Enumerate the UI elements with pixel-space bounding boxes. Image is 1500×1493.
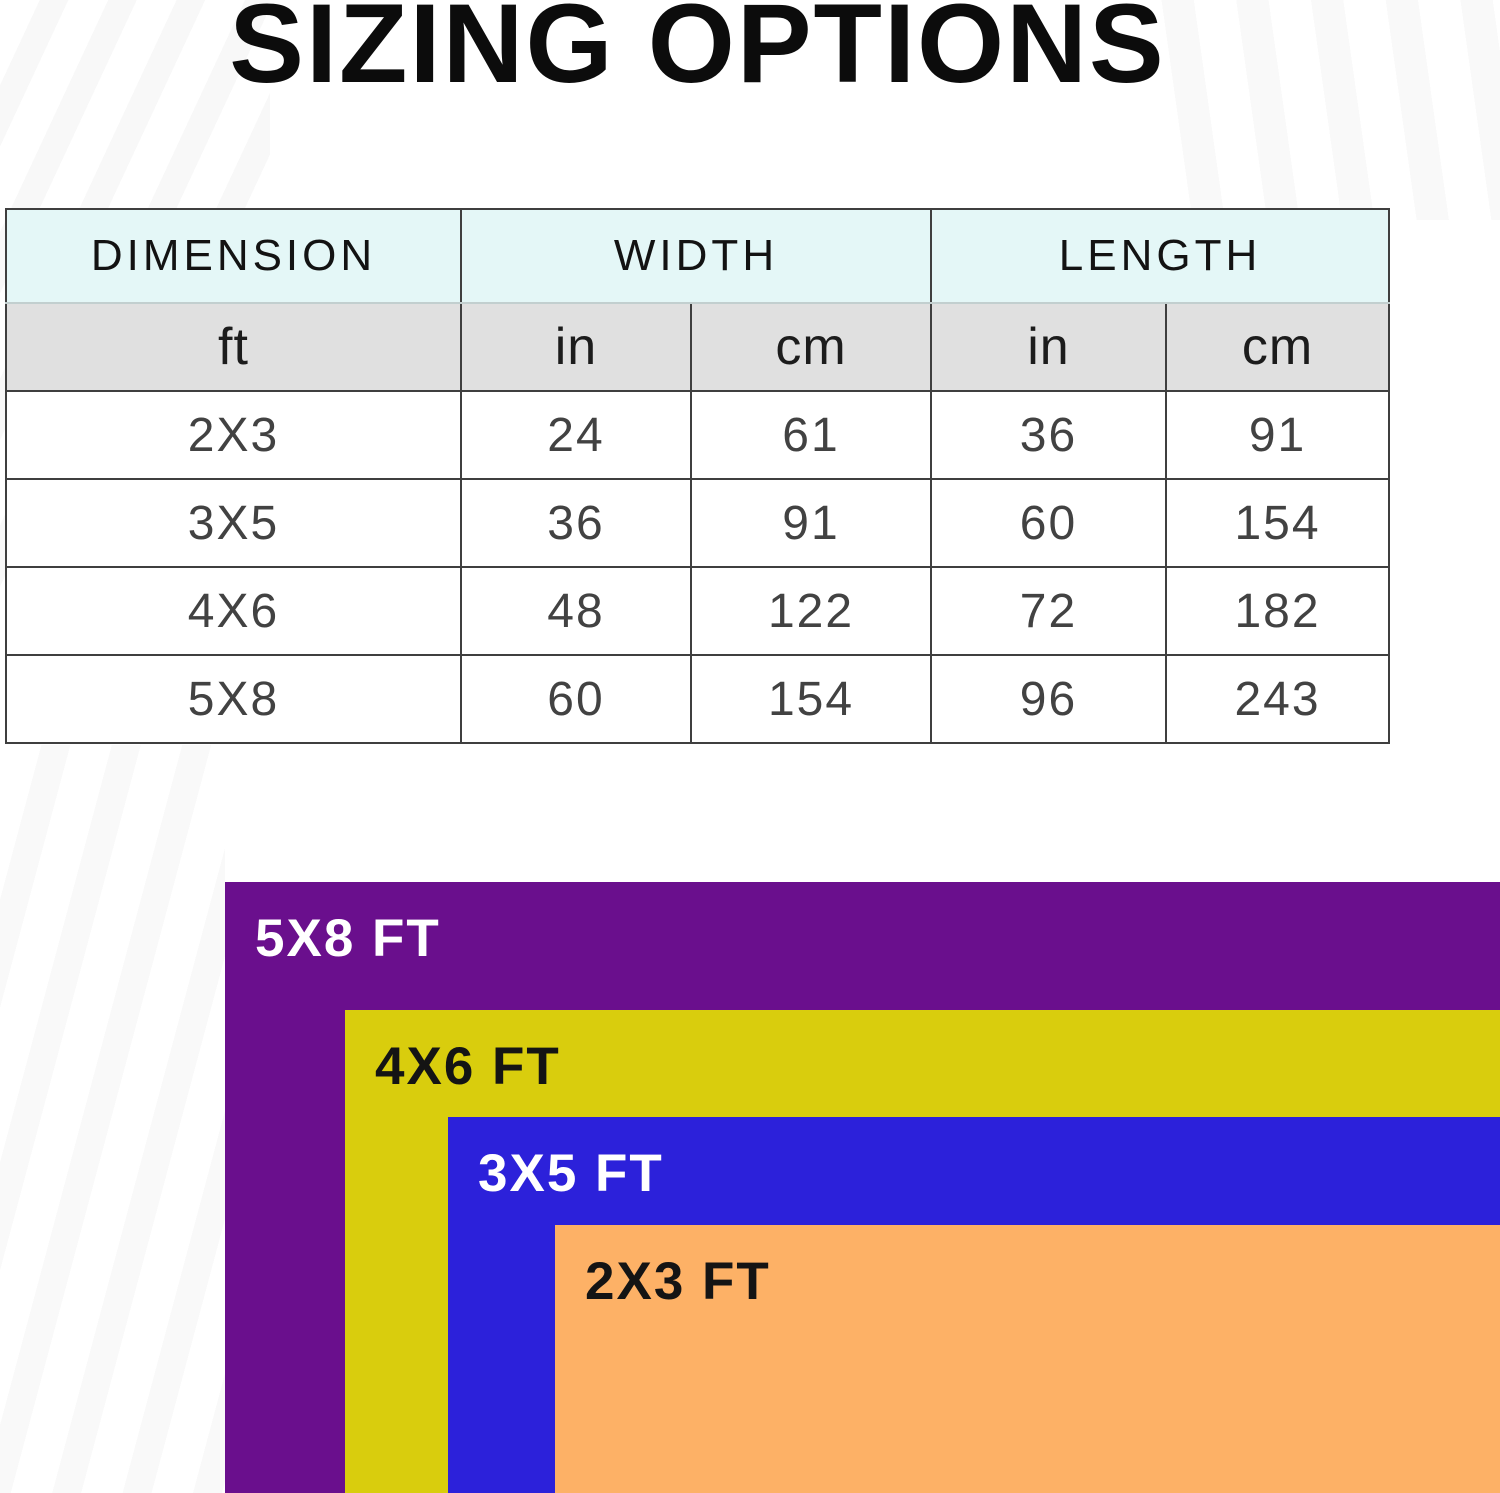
unit-length-in: in [930,302,1167,392]
unit-width-cm: cm [690,302,932,392]
unit-width-in: in [460,302,692,392]
cell-dimension: 2X3 [5,390,462,480]
table-row: 2X3 24 61 36 91 [5,390,1391,480]
cell-length-cm: 154 [1164,478,1391,568]
cell-length-cm: 91 [1164,390,1391,480]
cell-length-in: 36 [930,390,1167,480]
column-header-dimension: DIMENSION [5,208,462,304]
cell-width-cm: 154 [690,654,932,744]
cell-dimension: 5X8 [5,654,462,744]
table-units-row: ft in cm in cm [5,302,1391,392]
size-rect-label: 5X8 FT [255,909,441,968]
cell-width-in: 36 [460,478,692,568]
cell-width-in: 60 [460,654,692,744]
cell-dimension: 4X6 [5,566,462,656]
size-rect-2x3: 2X3 FT [555,1225,1500,1493]
unit-ft: ft [5,302,462,392]
cell-width-cm: 61 [690,390,932,480]
table-header-row: DIMENSION WIDTH LENGTH [5,208,1391,304]
size-rect-label: 4X6 FT [375,1037,561,1096]
size-rect-label: 2X3 FT [585,1252,771,1311]
cell-length-cm: 243 [1164,654,1391,744]
table-row: 4X6 48 122 72 182 [5,566,1391,656]
cell-length-in: 60 [930,478,1167,568]
cell-width-in: 48 [460,566,692,656]
cell-width-in: 24 [460,390,692,480]
cell-length-cm: 182 [1164,566,1391,656]
size-rect-label: 3X5 FT [478,1144,664,1203]
background-texture-bottom-left [0,745,225,1493]
table-row: 3X5 36 91 60 154 [5,478,1391,568]
cell-width-cm: 122 [690,566,932,656]
page-title: SIZING OPTIONS [229,0,1166,106]
cell-width-cm: 91 [690,478,932,568]
cell-length-in: 72 [930,566,1167,656]
cell-length-in: 96 [930,654,1167,744]
unit-length-cm: cm [1164,302,1391,392]
column-header-length: LENGTH [929,208,1391,304]
table-row: 5X8 60 154 96 243 [5,654,1391,744]
cell-dimension: 3X5 [5,478,462,568]
sizing-table: DIMENSION WIDTH LENGTH ft in cm in cm 2X… [5,208,1391,744]
column-header-width: WIDTH [460,208,932,304]
